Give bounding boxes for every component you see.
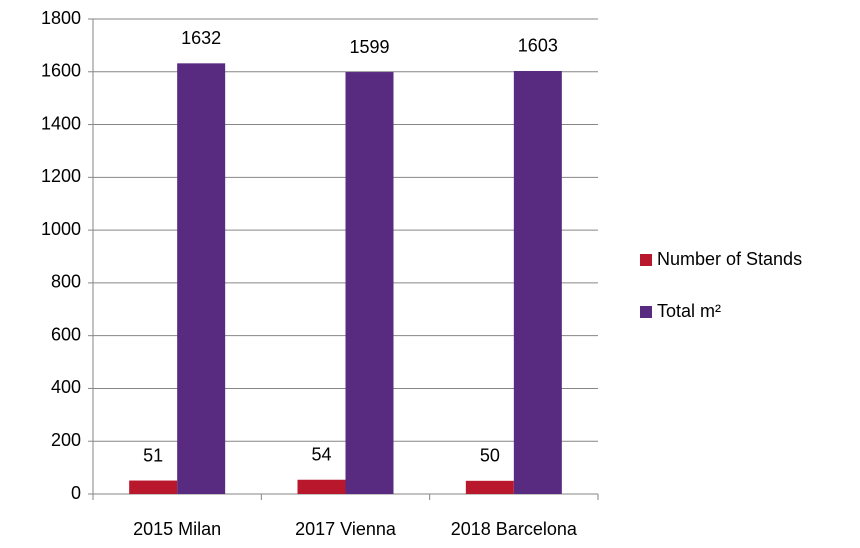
bar — [129, 480, 178, 494]
legend-swatch — [640, 306, 652, 318]
data-label: 50 — [480, 446, 500, 466]
legend-label: Total m² — [657, 301, 721, 321]
y-tick-label: 1000 — [41, 219, 81, 239]
legend-label: Number of Stands — [657, 249, 802, 269]
data-label: 1599 — [349, 37, 389, 57]
y-tick-label: 1200 — [41, 166, 81, 186]
y-tick-label: 1400 — [41, 113, 81, 133]
y-tick-label: 400 — [51, 377, 81, 397]
x-tick-label: 2018 Barcelona — [451, 519, 578, 539]
legend-swatch — [640, 254, 652, 266]
bar — [177, 63, 226, 494]
data-label: 51 — [143, 445, 163, 465]
y-tick-label: 200 — [51, 430, 81, 450]
x-tick-label: 2017 Vienna — [295, 519, 397, 539]
data-label: 1632 — [181, 28, 221, 48]
data-label: 1603 — [518, 36, 558, 56]
y-tick-label: 0 — [71, 483, 81, 503]
bar — [465, 480, 514, 494]
y-tick-label: 800 — [51, 272, 81, 292]
x-tick-label: 2015 Milan — [133, 519, 221, 539]
y-tick-label: 600 — [51, 324, 81, 344]
bar — [345, 72, 394, 495]
y-tick-label: 1800 — [41, 8, 81, 28]
bar — [513, 70, 562, 494]
data-label: 54 — [311, 445, 331, 465]
bar — [297, 479, 346, 494]
y-tick-label: 1600 — [41, 61, 81, 81]
